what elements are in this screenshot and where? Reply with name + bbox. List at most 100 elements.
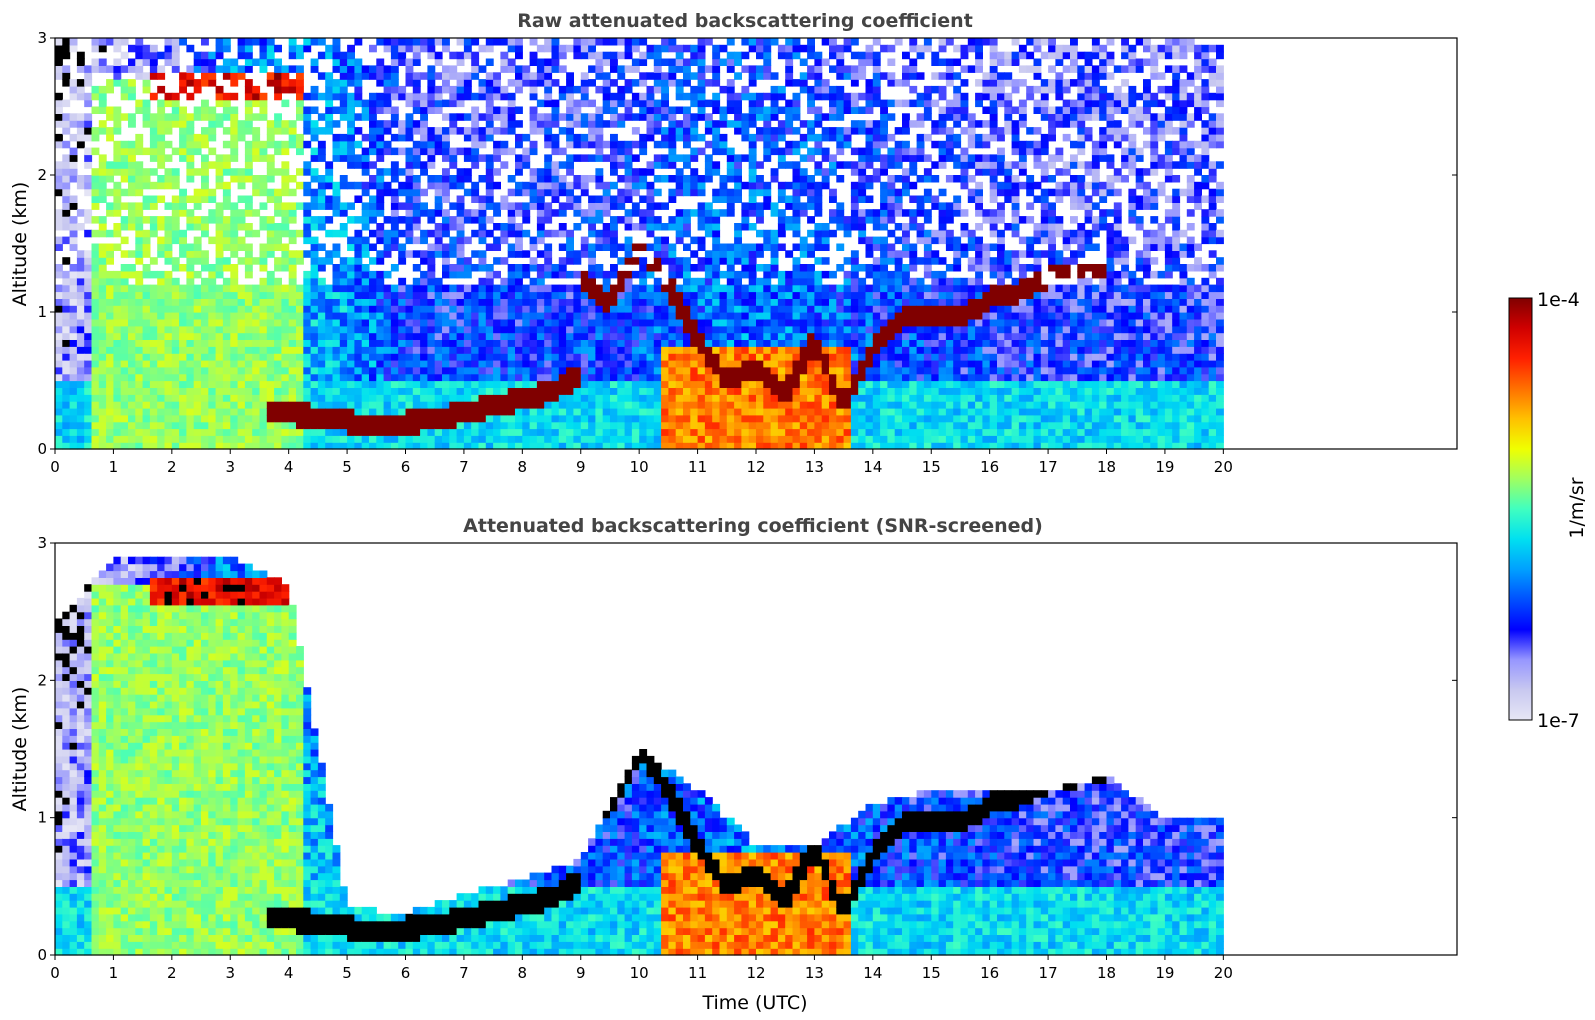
heatmap-cell [712, 106, 721, 114]
heatmap-cell [551, 387, 560, 395]
heatmap-cell [624, 44, 633, 53]
heatmap-cell [281, 65, 290, 73]
heatmap-cell [317, 442, 326, 450]
heatmap-cell [106, 291, 114, 299]
heatmap-cell [748, 277, 757, 286]
heatmap-cell [383, 250, 392, 258]
heatmap-cell [434, 250, 443, 258]
heatmap-cell [288, 284, 297, 293]
heatmap-cell [179, 284, 187, 293]
heatmap-cell [171, 394, 180, 402]
heatmap-cell [91, 44, 100, 53]
heatmap-cell [361, 414, 370, 423]
heatmap-cell [734, 366, 742, 375]
heatmap-cell [383, 332, 392, 340]
heatmap-cell [361, 442, 370, 450]
heatmap-cell [522, 387, 531, 395]
heatmap-cell [128, 175, 136, 183]
heatmap-cell [296, 332, 304, 340]
heatmap-cell [653, 99, 662, 108]
heatmap-cell [354, 38, 363, 46]
heatmap-cell [485, 312, 494, 320]
heatmap-cell [493, 401, 501, 409]
heatmap-cell [55, 223, 63, 231]
heatmap-cell [171, 106, 180, 114]
heatmap-cell [288, 366, 297, 375]
heatmap-cell [617, 154, 626, 162]
heatmap-cell [536, 325, 545, 334]
heatmap-cell [412, 58, 421, 66]
heatmap-cell [339, 325, 348, 334]
heatmap-cell [332, 229, 341, 238]
heatmap-cell [310, 277, 319, 286]
heatmap-cell [500, 236, 509, 245]
heatmap-cell [266, 270, 275, 279]
heatmap-cell [456, 168, 465, 176]
heatmap-cell [515, 229, 523, 238]
heatmap-cell [610, 58, 618, 66]
heatmap-cell [120, 325, 129, 334]
heatmap-cell [536, 58, 545, 66]
heatmap-cell [288, 298, 297, 306]
heatmap-cell [244, 147, 253, 156]
heatmap-cell [442, 428, 450, 436]
heatmap-cell [142, 79, 151, 87]
heatmap-cell [515, 442, 523, 450]
heatmap-cell [84, 284, 93, 293]
heatmap-cell [493, 325, 501, 334]
heatmap-cell [726, 373, 735, 382]
heatmap-cell [748, 332, 757, 340]
heatmap-cell [369, 298, 377, 306]
heatmap-cell [675, 339, 684, 347]
heatmap-cell [171, 264, 180, 272]
heatmap-cell [807, 305, 815, 313]
heatmap-cell [668, 277, 677, 286]
heatmap-cell [55, 284, 63, 293]
heatmap-cell [303, 312, 312, 320]
heatmap-cell [661, 387, 669, 395]
heatmap-cell [485, 264, 494, 272]
heatmap-cell [310, 154, 319, 162]
heatmap-cell [354, 250, 363, 258]
heatmap-cell [507, 346, 516, 354]
heatmap-cell [500, 277, 509, 286]
heatmap-cell [412, 99, 421, 108]
heatmap-cell [98, 120, 107, 128]
heatmap-cell [748, 243, 757, 251]
heatmap-cell [142, 85, 151, 94]
heatmap-cell [427, 216, 436, 224]
heatmap-cell [310, 305, 319, 313]
heatmap-cell [617, 243, 626, 251]
heatmap-cell [332, 401, 341, 409]
heatmap-cell [471, 140, 480, 149]
heatmap-cell [471, 373, 480, 382]
heatmap-cell [120, 414, 129, 423]
heatmap-cell [639, 318, 648, 327]
heatmap-cell [639, 209, 648, 217]
heatmap-cell [230, 113, 239, 121]
heatmap-cell [325, 312, 334, 320]
heatmap-cell [244, 312, 253, 320]
heatmap-cell [449, 202, 458, 210]
heatmap-cell [675, 380, 684, 388]
heatmap-cell [544, 312, 553, 320]
heatmap-cell [420, 339, 428, 347]
heatmap-cell [566, 428, 574, 436]
heatmap-cell [390, 373, 399, 382]
heatmap-cell [478, 353, 487, 361]
heatmap-cell [792, 387, 801, 395]
heatmap-cell [602, 51, 611, 60]
heatmap-cell [84, 65, 93, 73]
heatmap-cell [573, 113, 582, 121]
heatmap-cell [442, 140, 450, 149]
heatmap-cell [690, 181, 699, 190]
heatmap-cell [412, 127, 421, 135]
heatmap-cell [76, 442, 85, 450]
heatmap-cell [726, 318, 735, 327]
heatmap-cell [310, 414, 319, 423]
heatmap-cell [281, 257, 290, 265]
heatmap-cell [215, 216, 224, 224]
heatmap-cell [675, 359, 684, 368]
heatmap-cell [91, 435, 100, 443]
heatmap-cell [274, 58, 282, 66]
